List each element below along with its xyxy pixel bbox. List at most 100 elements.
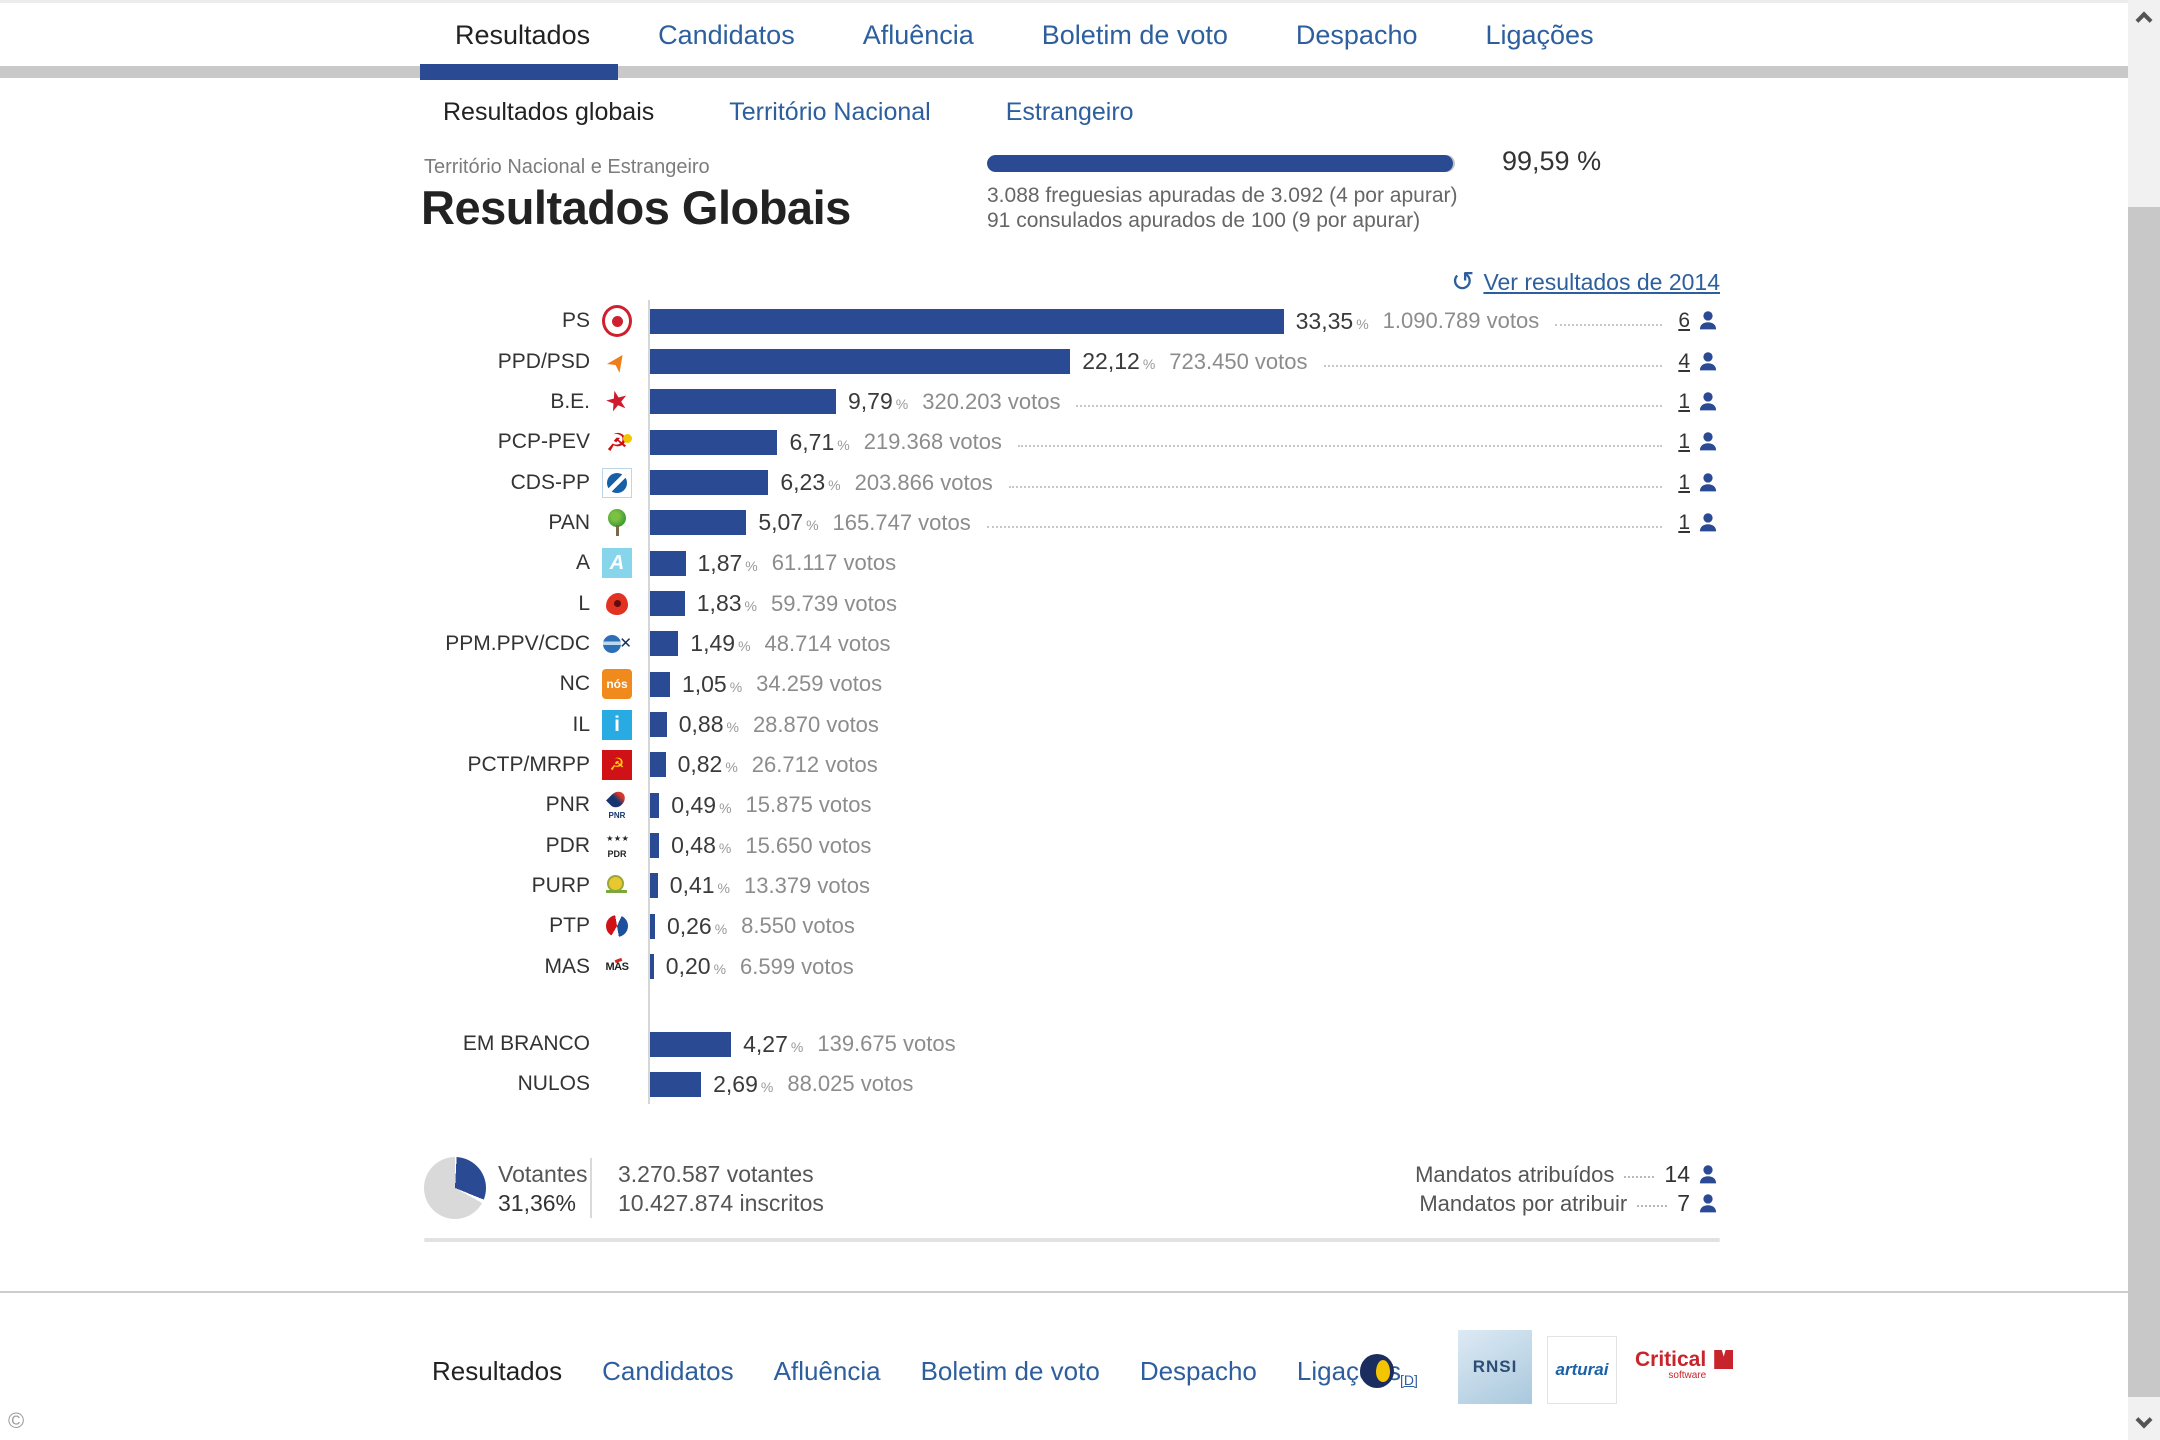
subtab-estrangeiro[interactable]: Estrangeiro	[1005, 98, 1134, 126]
l-party-logo	[602, 589, 632, 619]
result-bar	[650, 873, 658, 899]
accessibility-d-link[interactable]: [D]	[1400, 1372, 1418, 1388]
pctp-party-logo	[602, 749, 632, 780]
ppm-party-logo	[602, 629, 632, 659]
critical-logo-subtext: software	[1668, 1370, 1707, 1381]
tab-candidatos[interactable]: Candidatos	[658, 20, 795, 50]
chart-row-purp: PURP 0,41% 13.379 votos	[424, 866, 1720, 906]
result-bar	[650, 550, 686, 576]
chart-row-mas: MAS 0,20% 6.599 votos	[424, 947, 1720, 987]
pctp-party-logo	[602, 749, 632, 780]
dgai-logo[interactable]	[1360, 1354, 1394, 1388]
mandates-link[interactable]: 6	[1678, 309, 1690, 333]
party-label: IL	[572, 712, 590, 736]
mandates-link[interactable]: 1	[1678, 430, 1690, 454]
footer-link-despacho[interactable]: Despacho	[1139, 1356, 1257, 1386]
mandates-link[interactable]: 4	[1678, 349, 1690, 373]
party-label: PAN	[548, 510, 590, 534]
percent-sign: %	[760, 1078, 774, 1095]
percent-value: 0,26%	[666, 912, 728, 939]
percent-sign: %	[828, 477, 841, 494]
footer-link-afluencia[interactable]: Afluência	[773, 1356, 881, 1386]
chart-axis-line	[648, 300, 650, 1104]
inscritos-count: 10.427.874 inscritos	[618, 1190, 824, 1216]
scrollbar-thumb[interactable]	[2128, 207, 2160, 1397]
footer-link-resultados[interactable]: Resultados	[432, 1356, 563, 1386]
pcp-party-logo	[602, 427, 632, 457]
person-icon	[1696, 390, 1720, 414]
party-label: PCP-PEV	[497, 430, 590, 454]
critical-software-logo[interactable]: Critical software	[1635, 1348, 1734, 1381]
mandatos-atribuidos-value: 14	[1664, 1161, 1690, 1187]
chart-row-em-branco: EM BRANCO 4,27% 139.675 votos	[424, 1024, 1720, 1064]
mandatos-por-atribuir-row: Mandatos por atribuir 7	[1320, 1190, 1720, 1217]
percent-value: 5,07%	[758, 509, 819, 536]
ps-party-logo	[602, 306, 632, 336]
pcp-party-logo	[602, 427, 632, 457]
mas-party-logo	[602, 952, 632, 982]
tab-afluencia[interactable]: Afluência	[862, 20, 974, 50]
vertical-scrollbar[interactable]	[2128, 0, 2160, 1440]
percent-value: 0,82%	[677, 751, 738, 778]
percent-value: 1,87%	[697, 549, 758, 576]
dotted-leader	[1323, 364, 1663, 367]
apuramento-progress-bar	[987, 155, 1455, 172]
tab-despacho[interactable]: Despacho	[1295, 20, 1418, 50]
subtab-resultados-globais[interactable]: Resultados globais	[443, 98, 655, 126]
cds-party-logo	[602, 467, 632, 498]
party-label: PURP	[531, 873, 590, 897]
party-label: NC	[559, 672, 590, 696]
subtab-territorio-nacional[interactable]: Território Nacional	[729, 98, 931, 126]
mandates-link[interactable]: 1	[1678, 510, 1690, 534]
votes-value: 26.712 votos	[751, 751, 878, 777]
percent-sign: %	[790, 1038, 804, 1055]
result-bar	[650, 308, 1284, 334]
result-bar	[650, 510, 747, 536]
tab-boletim-de-voto[interactable]: Boletim de voto	[1041, 20, 1228, 50]
dotted-leader	[986, 525, 1663, 528]
votes-value: 139.675 votos	[817, 1031, 956, 1057]
scroll-down-arrow-icon[interactable]	[2135, 1411, 2153, 1429]
party-label: EM BRANCO	[462, 1032, 590, 1056]
a-party-logo	[602, 548, 632, 579]
person-icon	[1696, 1192, 1720, 1216]
percent-value: 1,05%	[681, 670, 743, 697]
percent-sign: %	[744, 598, 757, 615]
result-bar	[650, 389, 836, 415]
votes-value: 59.739 votos	[770, 590, 897, 616]
percent-value: 0,49%	[671, 791, 732, 818]
votes-value: 15.875 votos	[745, 792, 872, 818]
footer-link-candidatos[interactable]: Candidatos	[602, 1356, 734, 1386]
footer-nav: Resultados Candidatos Afluência Boletim …	[432, 1356, 1401, 1387]
percent-value: 4,27%	[743, 1030, 804, 1057]
ver-resultados-2014-link[interactable]: Ver resultados de 2014	[1483, 268, 1720, 295]
percent-value: 33,35%	[1295, 307, 1369, 334]
rnsi-logo[interactable]: RNSI	[1458, 1330, 1532, 1404]
footer-link-boletim-de-voto[interactable]: Boletim de voto	[920, 1356, 1100, 1386]
be-party-logo	[602, 387, 632, 417]
result-bar	[650, 833, 660, 859]
psd-party-logo	[602, 347, 632, 377]
footer-divider	[0, 1291, 2128, 1293]
party-label: PTP	[549, 914, 590, 938]
mandates-link[interactable]: 1	[1678, 389, 1690, 413]
scroll-up-arrow-icon[interactable]	[2135, 11, 2153, 29]
votes-value: 165.747 votos	[832, 509, 971, 535]
percent-sign: %	[1356, 315, 1369, 332]
tab-resultados[interactable]: Resultados	[455, 20, 591, 50]
page-title: Resultados Globais	[421, 181, 851, 234]
chart-row-pnr: PNR 0,49% 15.875 votos	[424, 785, 1720, 825]
tab-ligacoes[interactable]: Ligações	[1485, 20, 1594, 50]
chart-row-nc: NC 1,05% 34.259 votos	[424, 664, 1720, 704]
votes-value: 723.450 votos	[1169, 348, 1308, 374]
arturai-logo[interactable]: arturai	[1547, 1336, 1617, 1404]
apuramento-progress-fill	[987, 155, 1454, 172]
consulados-status: 91 consulados apurados de 100 (9 por apu…	[987, 209, 1421, 232]
percent-sign: %	[806, 517, 819, 534]
pan-party-logo	[602, 508, 632, 538]
pnr-party-logo	[602, 790, 632, 820]
chart-row-a: A 1,87% 61.117 votos	[424, 543, 1720, 583]
party-label: B.E.	[550, 389, 590, 413]
mandates-link[interactable]: 1	[1678, 470, 1690, 494]
